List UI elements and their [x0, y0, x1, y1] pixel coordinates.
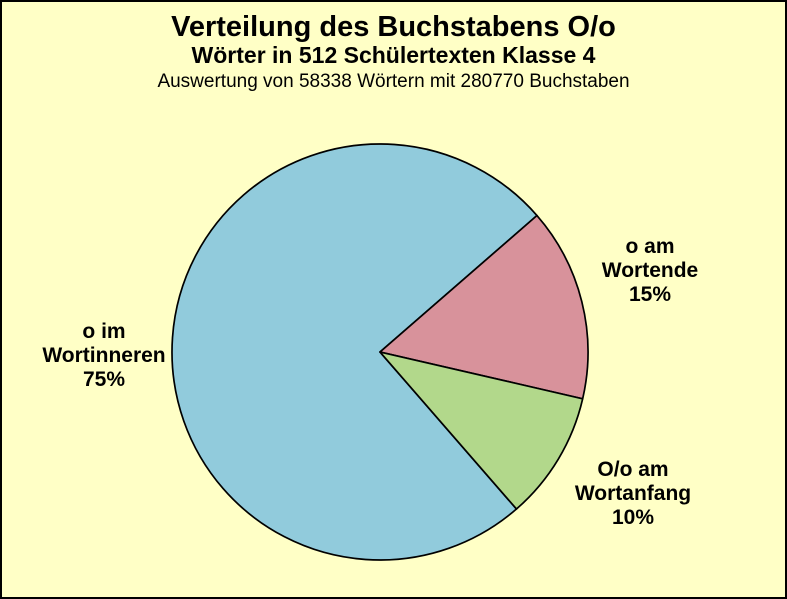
chart-header: Verteilung des Buchstabens O/o Wörter in…	[2, 2, 785, 93]
slice-label-line: o im	[82, 320, 126, 343]
slice-label-wortende: o am Wortende 15%	[560, 235, 740, 307]
chart-title: Verteilung des Buchstabens O/o	[171, 11, 616, 43]
slice-label-line: 15%	[628, 283, 672, 306]
pie-slice-wortinneren	[171, 143, 538, 561]
slice-label-line: Wortende	[601, 259, 699, 282]
chart-note: Auswertung von 58338 Wörtern mit 280770 …	[157, 71, 630, 92]
slice-label-line: O/o am	[597, 458, 669, 481]
slice-label-line: Wortinneren	[42, 344, 166, 367]
slice-label-line: 10%	[611, 506, 655, 529]
chart-subtitle: Wörter in 512 Schülertexten Klasse 4	[191, 42, 596, 68]
slice-label-line: 75%	[82, 368, 126, 391]
pie-slice-wortanfang	[379, 351, 584, 510]
pie-slice-wortende	[379, 214, 589, 400]
slice-label-line: o am	[625, 235, 675, 258]
slice-label-wortinneren: o im Wortinneren 75%	[14, 320, 194, 392]
slice-label-line: Wortanfang	[574, 482, 692, 505]
slice-label-wortanfang: O/o am Wortanfang 10%	[543, 458, 723, 530]
